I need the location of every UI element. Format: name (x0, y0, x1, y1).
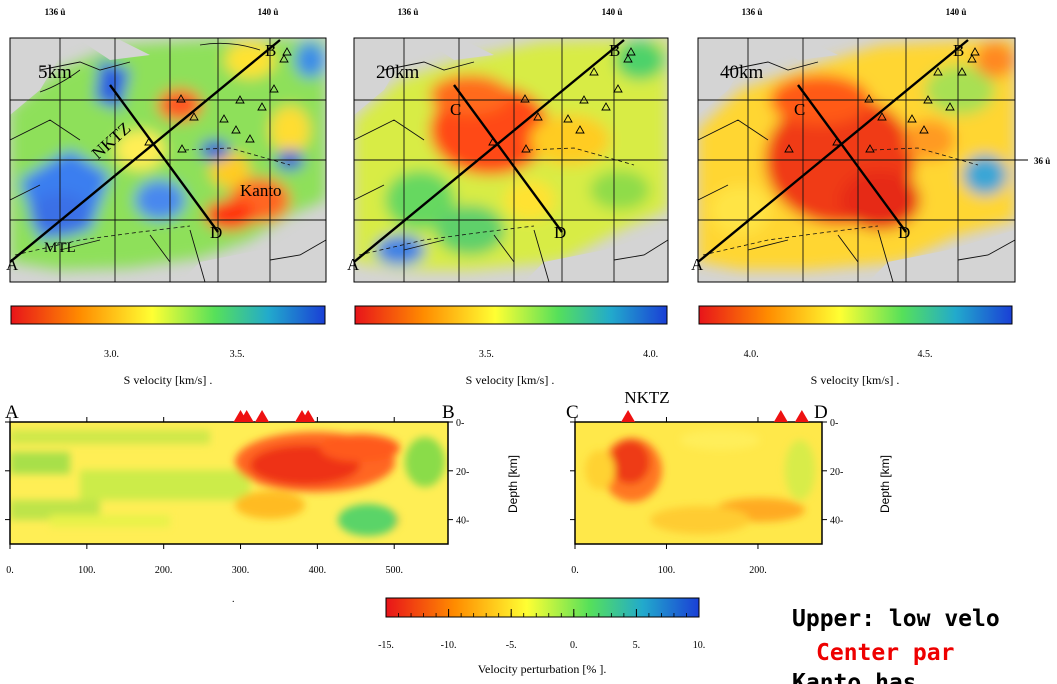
point-d-label: D (554, 223, 566, 242)
nktz-section-title: NKTZ (624, 388, 669, 407)
cross-section-ab: 0. 100. 200. 300. 400. 500. 0- 20- 40- A B Dept… (5, 402, 520, 576)
colorbar-tick-label: 3.0. (104, 349, 119, 360)
lon-label-140: 140 û (602, 7, 623, 17)
point-a-label: A (691, 255, 704, 274)
point-b-label: B (953, 41, 964, 60)
x-tick-label: 100. (78, 565, 96, 576)
point-c-label: C (450, 100, 461, 119)
map-panel-5km: 136 û 140 û 5km A B D MTL Kanto NKTZ (6, 7, 327, 283)
lon-label-140: 140 û (946, 7, 967, 17)
colorbar-tick-label: 4.0. (643, 349, 658, 360)
colorbar-5km: 3.0. 3.5. S velocity [km/s] . (10, 305, 326, 387)
depth-tick-label: 40- (830, 516, 843, 527)
volcano-marker (794, 410, 809, 422)
velocity-map-5km (10, 38, 326, 282)
perturbation-label: Velocity perturbation [% ]. (478, 662, 607, 676)
map-panel-20km: 136 û 140 û 20km A B C D (347, 7, 669, 283)
depth-label: 40km (720, 62, 764, 83)
point-b-label: B (609, 41, 620, 60)
section-end-label: B (442, 402, 455, 423)
point-c-label: C (794, 100, 805, 119)
stray-dot: . (232, 594, 235, 605)
depth-label: 5km (38, 62, 72, 83)
section-start-label: A (5, 402, 19, 423)
volcano-marker (773, 410, 788, 422)
notes: Upper: low velo Center par Kanto has (792, 606, 1000, 684)
lon-label-140: 140 û (258, 7, 279, 17)
x-tick-label: 200. (749, 565, 767, 576)
depth-axis-title: Depth [km] (506, 455, 520, 513)
cross-section-ab-image (10, 422, 448, 544)
note-line-2: Center par (816, 640, 954, 666)
map-panel-40km: 136 û 140 û 36 û 40km A B C D (691, 7, 1050, 283)
colorbar-tick-label: 3.5. (230, 349, 245, 360)
x-tick-label: 0. (571, 565, 579, 576)
point-d-label: D (898, 223, 910, 242)
perturbation-tick-label: -15. (378, 640, 394, 651)
perturbation-tick-label: -10. (441, 640, 457, 651)
colorbar-gradient (10, 305, 326, 325)
x-tick-label: 400. (309, 565, 327, 576)
velocity-map-20km (354, 38, 668, 282)
depth-label: 20km (376, 62, 420, 83)
x-tick-label: 500. (385, 565, 403, 576)
kanto-label: Kanto (240, 181, 282, 200)
x-tick-label: 100. (658, 565, 676, 576)
point-d-label: D (210, 223, 222, 242)
depth-tick-label: 0- (456, 418, 464, 429)
perturbation-colorbar: -15. -10. -5. 0. 5. 10. Velocity perturbation… (378, 597, 706, 676)
volcano-marker (239, 410, 254, 422)
x-tick-label: 300. (232, 565, 250, 576)
perturbation-tick-label: 5. (633, 640, 641, 651)
colorbar-gradient (354, 305, 668, 325)
volcano-marker (255, 410, 270, 422)
colorbar-gradient (698, 305, 1013, 325)
point-a-label: A (347, 255, 360, 274)
lon-label-136: 136 û (742, 7, 763, 17)
section-end-label: D (814, 402, 828, 423)
perturbation-tick-label: -5. (506, 640, 517, 651)
colorbar-label: S velocity [km/s] . (124, 373, 213, 387)
depth-tick-label: 40- (456, 516, 469, 527)
lat-label-36: 36 û (1034, 156, 1050, 166)
x-tick-label: 200. (155, 565, 173, 576)
perturbation-tick-label: 10. (693, 640, 706, 651)
perturbation-gradient (385, 597, 700, 618)
depth-tick-label: 20- (456, 467, 469, 478)
section-start-label: C (566, 402, 579, 423)
note-line-3: Kanto has (792, 670, 917, 684)
colorbar-tick-label: 4.0. (744, 349, 759, 360)
volcano-marker (621, 410, 636, 422)
velocity-map-40km (698, 38, 1015, 282)
colorbar-40km: 4.0. 4.5. S velocity [km/s] . (698, 305, 1013, 387)
colorbar-label: S velocity [km/s] . (466, 373, 555, 387)
depth-axis-title: Depth [km] (878, 455, 892, 513)
point-b-label: B (265, 41, 276, 60)
colorbar-tick-label: 4.5. (918, 349, 933, 360)
lon-label-136: 136 û (45, 7, 66, 17)
point-a-label: A (6, 255, 19, 274)
depth-tick-label: 20- (830, 467, 843, 478)
volcano-marker (301, 410, 316, 422)
mtl-label: MTL (44, 240, 76, 256)
colorbar-20km: 3.5. 4.0. S velocity [km/s] . (354, 305, 668, 387)
colorbar-label: S velocity [km/s] . (811, 373, 900, 387)
cross-section-cd: 0. 100. 200. 0- 20- 40- C D NKTZ Depth [km] (566, 388, 892, 576)
colorbar-tick-label: 3.5. (479, 349, 494, 360)
x-tick-label: 0. (6, 565, 14, 576)
perturbation-tick-label: 0. (570, 640, 578, 651)
lon-label-136: 136 û (398, 7, 419, 17)
note-line-1: Upper: low velo (792, 606, 1000, 632)
depth-tick-label: 0- (830, 418, 838, 429)
cross-section-cd-image (575, 422, 822, 544)
